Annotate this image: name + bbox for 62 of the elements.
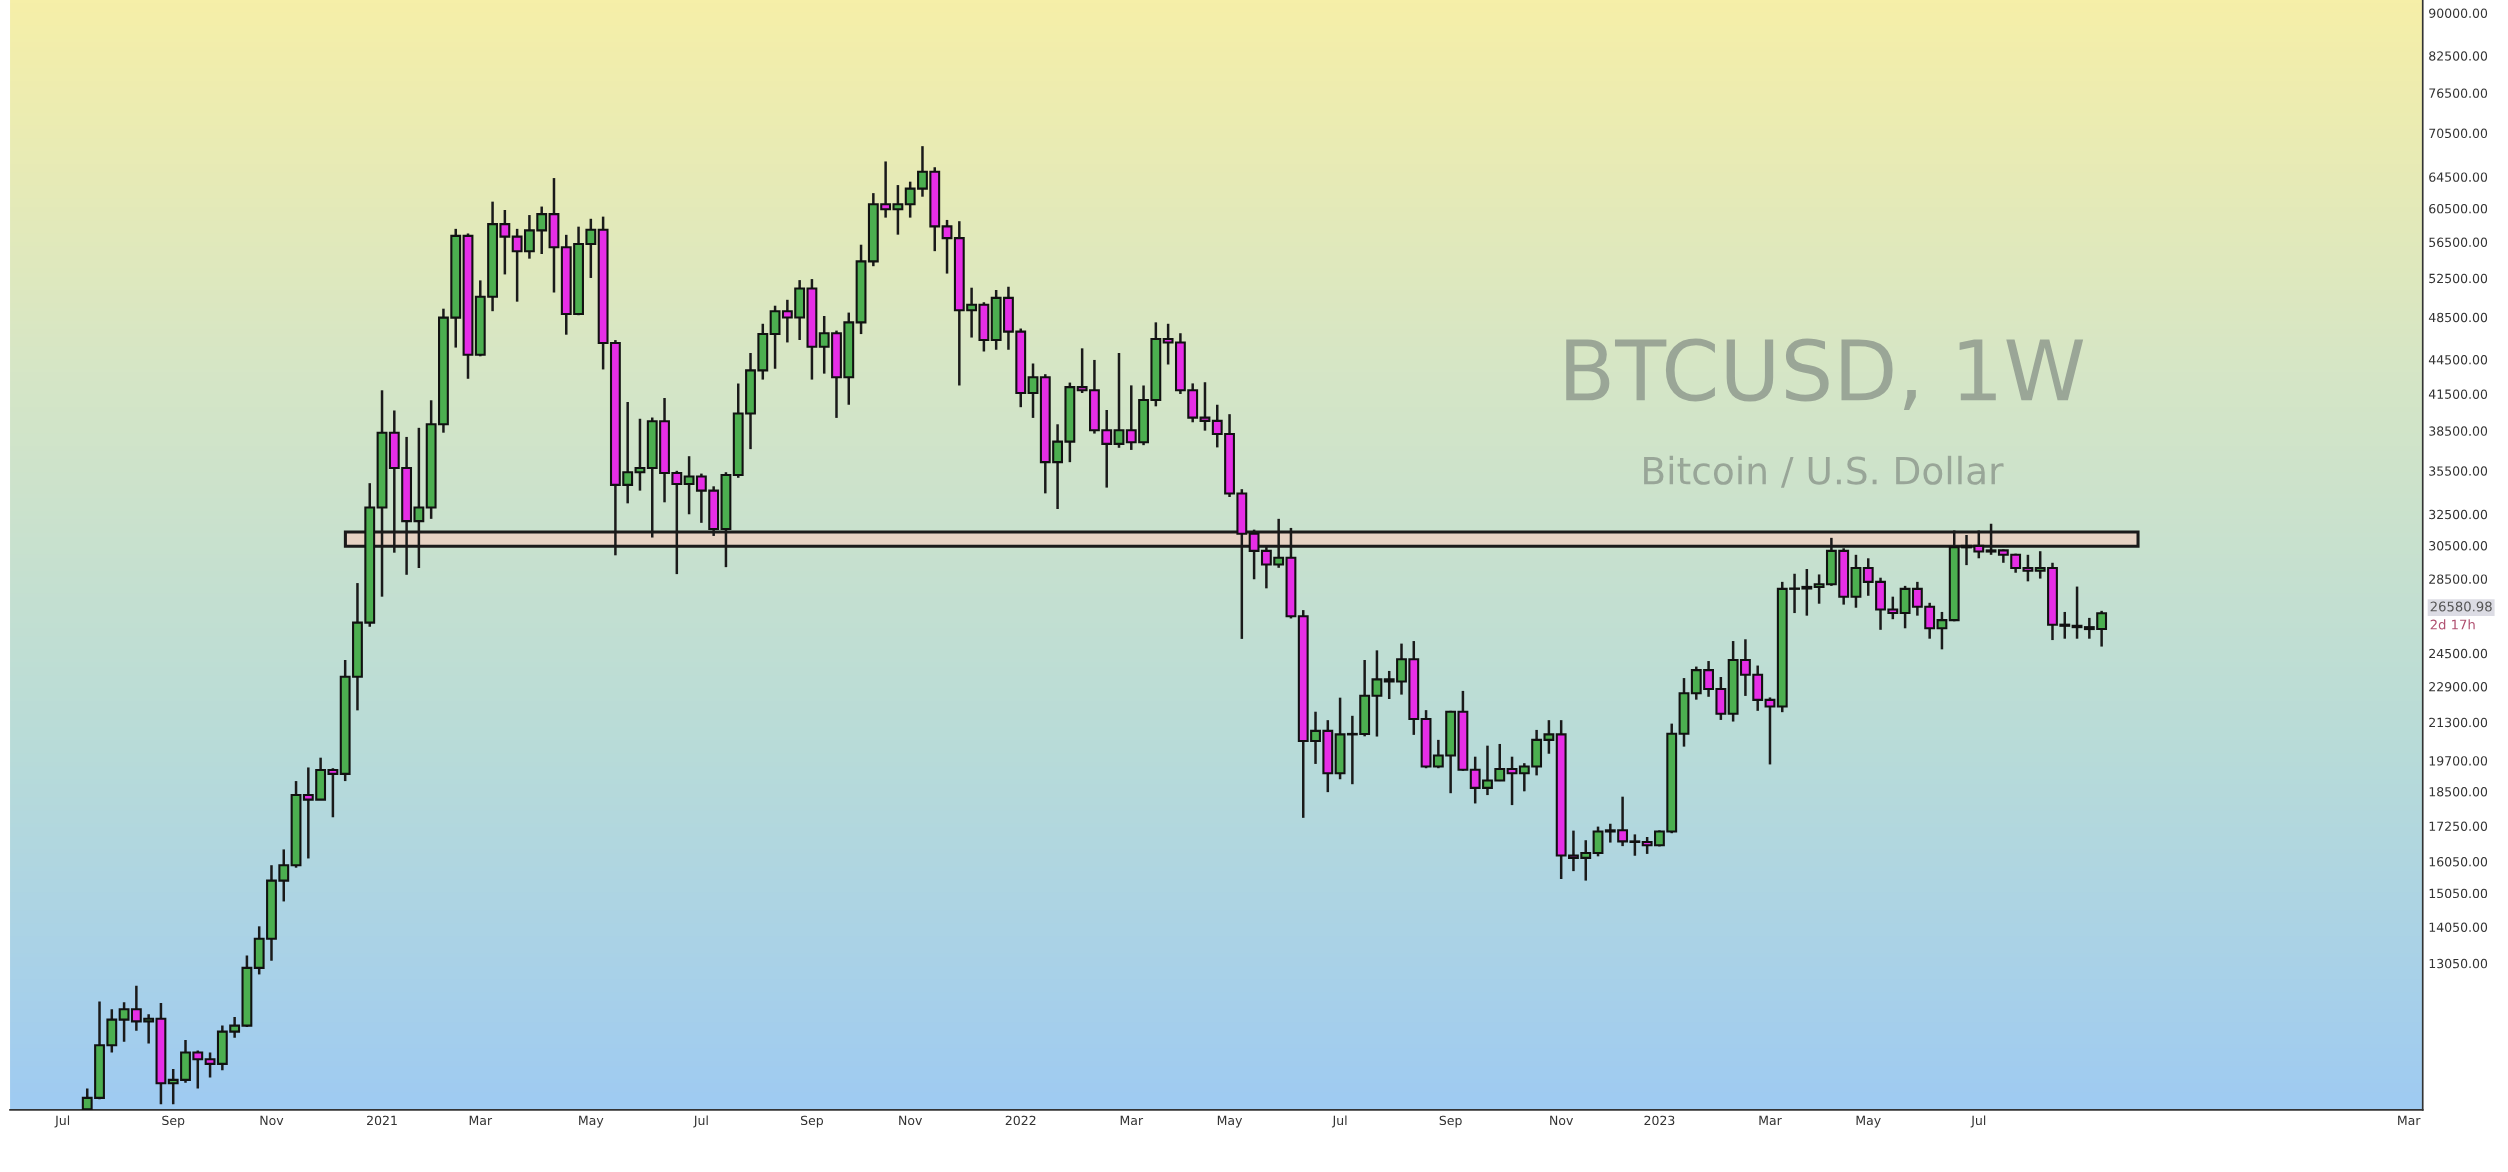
y-tick-label: 28500.00: [2429, 574, 2488, 584]
y-tick-label: 18500.00: [2429, 787, 2488, 797]
x-tick-label: Nov: [899, 1115, 923, 1126]
y-tick-label: 44500.00: [2428, 355, 2488, 365]
y-tick-label: 30500.00: [2429, 541, 2488, 551]
y-tick-label: 19700.00: [2429, 756, 2488, 766]
candlestick: [1506, 755, 1518, 807]
y-tick-label: 52500.00: [2429, 273, 2488, 284]
x-tick-label: Mar: [1759, 1115, 1782, 1126]
y-tick-label: 15050.00: [2429, 888, 2488, 899]
y-tick-label: 13050.00: [2429, 958, 2488, 969]
text: Bitcoin / U.S. Dollar: [1644, 455, 2004, 488]
x-tick-label: May: [579, 1115, 604, 1128]
y-tick-label: 14050.00: [2429, 922, 2488, 932]
y-tick-label: 22900.00: [2429, 682, 2488, 692]
candlestick: [2071, 585, 2083, 640]
text: 2d 17h: [2430, 619, 2475, 630]
candlestick: [204, 1051, 216, 1079]
y-tick-label: 32500.00: [2429, 509, 2488, 520]
y-tick-label: 17250.00: [2429, 821, 2488, 831]
candlestick: [941, 218, 953, 275]
x-tick-label: Jul: [693, 1115, 708, 1128]
x-tick-label: Jul: [1331, 1115, 1347, 1128]
candlestick: [1113, 351, 1125, 450]
x-tick-label: 2022: [1005, 1115, 1036, 1126]
x-tick-label: May: [1217, 1115, 1243, 1128]
candlestick: [1371, 649, 1383, 738]
y-tick-label: 60500.00: [2429, 203, 2488, 214]
x-tick-label: Sep: [1439, 1115, 1462, 1128]
candlestick: [1592, 825, 1604, 858]
y-tick-label: 56500.00: [2429, 237, 2488, 248]
x-tick-label: 2021: [367, 1115, 397, 1126]
candlestick: [1764, 696, 1776, 766]
candlestick: [634, 417, 646, 492]
candlestick: [1199, 380, 1211, 432]
x-tick-label: Sep: [800, 1115, 824, 1128]
y-tick-label: 35500.00: [2429, 466, 2488, 476]
text: 26580.98: [2430, 601, 2492, 612]
y-tick-label: 70500.00: [2429, 128, 2488, 139]
x-tick-label: Jul: [54, 1115, 70, 1128]
y-tick-label: 76500.00: [2429, 88, 2488, 98]
x-tick-label: 2023: [1644, 1115, 1675, 1126]
x-tick-label: Nov: [1550, 1115, 1573, 1126]
y-tick-label: 21300.00: [2429, 717, 2488, 728]
y-tick-label: 82500.00: [2429, 51, 2488, 61]
x-tick-label: Jul: [1970, 1115, 1986, 1128]
y-tick-label: 48500.00: [2428, 312, 2488, 323]
y-tick-label: 24500.00: [2429, 648, 2488, 659]
x-tick-label: Mar: [2398, 1115, 2421, 1126]
candlestick: [1936, 610, 1948, 651]
y-tick-label: 16050.00: [2429, 856, 2488, 867]
x-tick-label: Sep: [162, 1115, 185, 1128]
candlestick: [1027, 362, 1039, 420]
y-tick-label: 90000.00: [2429, 8, 2488, 18]
y-tick-label: 38500.00: [2429, 426, 2488, 436]
y-tick-label: 41500.00: [2428, 389, 2488, 399]
y-tick-label: 64500.00: [2429, 172, 2488, 182]
text: BTCUSD, 1W: [1566, 338, 2084, 411]
x-tick-label: Mar: [1120, 1115, 1144, 1126]
x-tick-label: May: [1856, 1115, 1881, 1128]
x-tick-label: Mar: [469, 1115, 493, 1126]
x-tick-label: Nov: [260, 1115, 284, 1126]
